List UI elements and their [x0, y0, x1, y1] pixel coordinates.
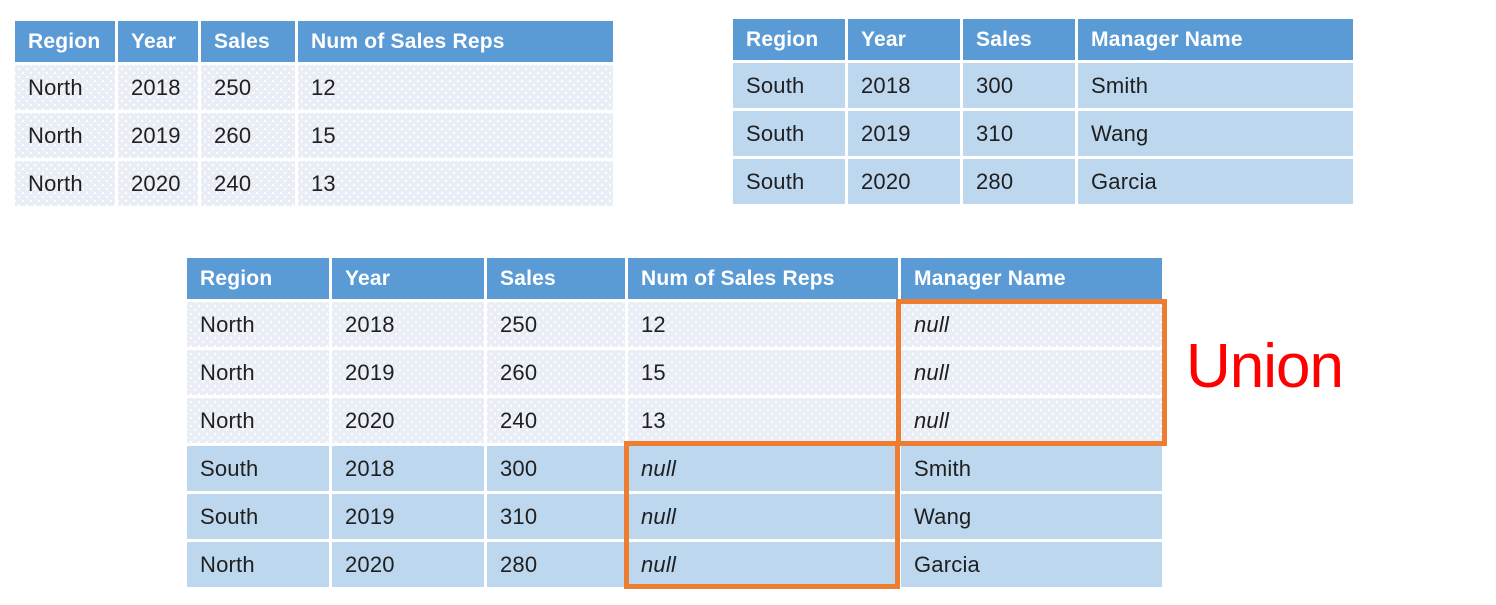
table-row: South 2019 310 Wang: [733, 111, 1353, 156]
table-cell: 2020: [118, 161, 198, 206]
header-cell: Region: [733, 19, 845, 60]
table-cell: 13: [628, 398, 898, 443]
header-cell: Sales: [487, 258, 625, 299]
table-cell: North: [15, 113, 115, 158]
header-cell: Year: [848, 19, 960, 60]
table-cell: Garcia: [1078, 159, 1353, 204]
table-cell: 300: [963, 63, 1075, 108]
table-cell: 2019: [332, 350, 484, 395]
table-header-row: Region Year Sales Num of Sales Reps: [15, 21, 613, 62]
table-cell: 260: [201, 113, 295, 158]
table-row: South 2020 280 Garcia: [733, 159, 1353, 204]
table-cell: null: [901, 350, 1162, 395]
table-cell: 15: [298, 113, 613, 158]
table-cell: Wang: [1078, 111, 1353, 156]
table-row: North 2020 240 13: [15, 161, 613, 206]
table-cell: null: [901, 302, 1162, 347]
table-cell: 2018: [848, 63, 960, 108]
table-row: North 2019 260 15: [15, 113, 613, 158]
table-cell: 2018: [332, 446, 484, 491]
table-cell: South: [733, 111, 845, 156]
table-union-result: Region Year Sales Num of Sales Reps Manager …: [187, 258, 1162, 587]
table-row: North 2019 260 15 null: [187, 350, 1162, 395]
table-row: North 2018 250 12 null: [187, 302, 1162, 347]
table-cell: 2018: [332, 302, 484, 347]
table-row: South 2018 300 null Smith: [187, 446, 1162, 491]
header-cell: Manager Name: [901, 258, 1162, 299]
table-cell: 260: [487, 350, 625, 395]
table-header-row: Region Year Sales Manager Name: [733, 19, 1353, 60]
table-row: South 2019 310 null Wang: [187, 494, 1162, 539]
table-row: North 2018 250 12: [15, 65, 613, 110]
header-cell: Region: [15, 21, 115, 62]
table-cell: 12: [298, 65, 613, 110]
header-cell: Num of Sales Reps: [628, 258, 898, 299]
table-cell: 2019: [332, 494, 484, 539]
table-cell: 240: [201, 161, 295, 206]
table-cell: 310: [963, 111, 1075, 156]
table-cell: North: [187, 398, 329, 443]
table-cell: 310: [487, 494, 625, 539]
table-cell: North: [187, 350, 329, 395]
table-cell: 300: [487, 446, 625, 491]
header-cell: Sales: [963, 19, 1075, 60]
header-cell: Year: [332, 258, 484, 299]
union-label: Union: [1186, 332, 1344, 401]
table-cell: 12: [628, 302, 898, 347]
table-cell: South: [733, 63, 845, 108]
header-cell: Manager Name: [1078, 19, 1353, 60]
table-cell: null: [628, 542, 898, 587]
table-cell: null: [901, 398, 1162, 443]
table-cell: South: [733, 159, 845, 204]
header-cell: Year: [118, 21, 198, 62]
header-cell: Region: [187, 258, 329, 299]
table-row: South 2018 300 Smith: [733, 63, 1353, 108]
table-cell: 2020: [332, 398, 484, 443]
table-cell: null: [628, 446, 898, 491]
table-cell: North: [187, 302, 329, 347]
table-row: North 2020 240 13 null: [187, 398, 1162, 443]
table-cell: 250: [487, 302, 625, 347]
table-cell: 240: [487, 398, 625, 443]
table-cell: North: [15, 161, 115, 206]
table-cell: 2020: [848, 159, 960, 204]
table-cell: South: [187, 494, 329, 539]
table-cell: 280: [487, 542, 625, 587]
table-cell: Smith: [1078, 63, 1353, 108]
table-cell: North: [187, 542, 329, 587]
table-cell: 280: [963, 159, 1075, 204]
table-cell: North: [15, 65, 115, 110]
table-cell: 250: [201, 65, 295, 110]
table-north-sales-reps: Region Year Sales Num of Sales Reps North 201…: [15, 21, 613, 206]
table-cell: 2019: [118, 113, 198, 158]
table-header-row: Region Year Sales Num of Sales Reps Manager …: [187, 258, 1162, 299]
header-cell: Num of Sales Reps: [298, 21, 613, 62]
table-cell: 2018: [118, 65, 198, 110]
table-cell: 2019: [848, 111, 960, 156]
table-cell: Wang: [901, 494, 1162, 539]
table-cell: South: [187, 446, 329, 491]
table-cell: 13: [298, 161, 613, 206]
table-cell: Garcia: [901, 542, 1162, 587]
table-cell: 15: [628, 350, 898, 395]
header-cell: Sales: [201, 21, 295, 62]
table-south-managers: Region Year Sales Manager Name South 2018 300 S…: [733, 19, 1353, 204]
table-row: North 2020 280 null Garcia: [187, 542, 1162, 587]
table-cell: 2020: [332, 542, 484, 587]
table-cell: null: [628, 494, 898, 539]
table-cell: Smith: [901, 446, 1162, 491]
